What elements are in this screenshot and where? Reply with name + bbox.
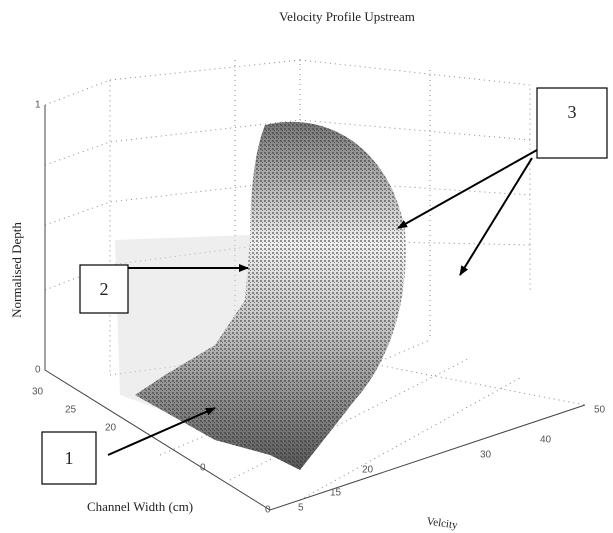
y-tick: 50 (594, 405, 606, 416)
y-tick: 30 (480, 450, 492, 461)
title: Velocity Profile Upstream (279, 9, 415, 24)
z-tick: 1 (35, 100, 41, 111)
y-label: Velcity (426, 515, 459, 531)
x-label: Channel Width (cm) (87, 499, 193, 514)
y-tick: 20 (362, 465, 374, 476)
annotation-label: 3 (568, 102, 577, 122)
annotations: 1 2 3 (41, 87, 608, 485)
axes (44, 105, 586, 511)
y-tick: 5 (298, 503, 304, 514)
z-tick: 0 (35, 365, 41, 376)
z-label: Normalised Depth (9, 222, 24, 318)
x-tick: 0 (265, 505, 271, 516)
x-tick: 20 (105, 423, 117, 434)
x-tick: 30 (32, 387, 44, 398)
x-tick: 25 (65, 405, 77, 416)
x-tick: 0 (200, 463, 206, 474)
annotation-label: 2 (100, 279, 109, 299)
annotation-label: 1 (65, 448, 74, 468)
y-tick: 15 (330, 488, 342, 499)
surface (115, 121, 406, 471)
y-tick: 40 (540, 435, 552, 446)
